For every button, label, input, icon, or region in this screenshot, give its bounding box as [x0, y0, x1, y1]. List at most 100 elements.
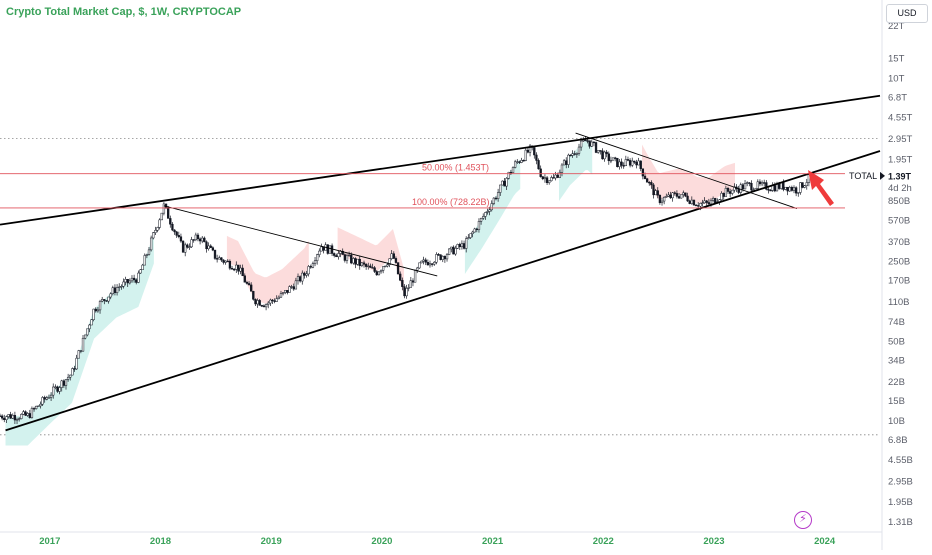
- price-label-symbol: TOTAL: [849, 171, 877, 181]
- candle-body: [152, 232, 155, 239]
- candle-body: [692, 199, 696, 206]
- candle-body: [184, 244, 187, 253]
- candle-body: [558, 172, 561, 178]
- candle-body: [267, 302, 270, 305]
- candle-body: [83, 334, 87, 339]
- candle-body: [292, 286, 295, 290]
- candle-body: [66, 376, 70, 380]
- candle-body: [724, 188, 728, 197]
- candle-body: [109, 293, 112, 298]
- candle-body: [626, 159, 630, 161]
- time-tick-label: 2021: [482, 536, 504, 547]
- candle-body: [147, 249, 151, 255]
- candle-body: [120, 286, 123, 288]
- price-tick-label: 50B: [888, 336, 905, 347]
- candle-body: [411, 280, 415, 283]
- candle-body: [54, 386, 57, 388]
- candle-body: [224, 260, 227, 263]
- candle-body: [22, 411, 25, 415]
- candle-body: [220, 257, 223, 261]
- candle-body: [420, 260, 423, 264]
- candle-body: [309, 266, 312, 268]
- candle-body: [671, 192, 674, 199]
- candle-body: [435, 254, 438, 263]
- candle-body: [484, 212, 487, 217]
- currency-button[interactable]: USD: [886, 4, 928, 23]
- candle-body: [618, 161, 621, 168]
- candle-body: [294, 280, 298, 290]
- candle-body: [545, 177, 549, 184]
- candle-body: [743, 183, 747, 190]
- candle-body: [665, 196, 668, 198]
- candle-body: [635, 161, 638, 166]
- candle-body: [767, 189, 770, 191]
- candle-body: [699, 203, 702, 207]
- candle-body: [605, 151, 608, 155]
- candle-body: [416, 267, 419, 271]
- candle-body: [433, 261, 436, 265]
- candle-body: [356, 258, 359, 265]
- candle-body: [307, 266, 310, 275]
- candle-body: [801, 182, 804, 188]
- candle-body: [533, 147, 536, 156]
- candle-body: [362, 262, 366, 265]
- candle-body: [162, 203, 166, 214]
- candle-body: [273, 300, 276, 302]
- candle-body: [452, 246, 455, 255]
- candle-body: [330, 245, 334, 254]
- candle-body: [333, 253, 336, 256]
- candle-body: [77, 350, 80, 359]
- candle-body: [111, 287, 114, 295]
- candle-body: [64, 379, 68, 386]
- time-tick-label: 2019: [261, 536, 282, 547]
- candle-body: [69, 374, 72, 378]
- candle-body: [24, 411, 27, 416]
- trendline-2: [163, 205, 438, 277]
- price-label-arrow-icon: [880, 171, 885, 180]
- candle-body: [726, 188, 730, 192]
- candle-body: [286, 290, 289, 293]
- price-tick-label: 34B: [888, 355, 905, 366]
- candle-body: [701, 202, 704, 204]
- candle-body: [760, 182, 764, 185]
- candle-body: [143, 255, 146, 266]
- candle-body: [705, 200, 708, 203]
- candle-body: [228, 260, 232, 269]
- ribbon-bull-0: [5, 233, 154, 446]
- pointer-arrow-icon: [808, 170, 834, 206]
- candle-body: [269, 299, 272, 304]
- candle-body: [358, 258, 361, 266]
- price-tick-label: 2.95B: [888, 477, 913, 488]
- price-tick-label: 1.95B: [888, 497, 913, 508]
- candle-body: [441, 256, 444, 260]
- time-tick-label: 2024: [814, 536, 836, 547]
- candle-body: [258, 300, 261, 306]
- candle-body: [49, 394, 53, 398]
- candle-body: [181, 240, 185, 253]
- candle-body: [667, 194, 670, 197]
- candle-body: [35, 405, 38, 409]
- candle-body: [537, 160, 540, 170]
- candle-body: [115, 287, 119, 293]
- candle-body: [616, 157, 619, 168]
- candle-body: [20, 414, 23, 419]
- candle-body: [352, 258, 355, 264]
- candle-body: [369, 265, 372, 268]
- candle-body: [215, 258, 219, 260]
- candle-body: [601, 150, 604, 160]
- candle-body: [424, 259, 427, 263]
- chart-title: Crypto Total Market Cap, $, 1W, CRYPTOCA…: [6, 6, 242, 18]
- candle-body: [573, 153, 576, 155]
- candle-body: [741, 184, 745, 190]
- candle-body: [490, 203, 493, 211]
- candle-body: [218, 257, 221, 260]
- candle-body: [0, 415, 4, 419]
- price-tick-label: 15T: [888, 53, 905, 64]
- candle-body: [682, 192, 685, 195]
- price-tick-label: 15B: [888, 396, 905, 407]
- candle-body: [62, 380, 66, 386]
- candle-body: [552, 177, 555, 179]
- candle-body: [622, 165, 625, 167]
- candle-body: [130, 277, 134, 282]
- candle-body: [203, 237, 206, 243]
